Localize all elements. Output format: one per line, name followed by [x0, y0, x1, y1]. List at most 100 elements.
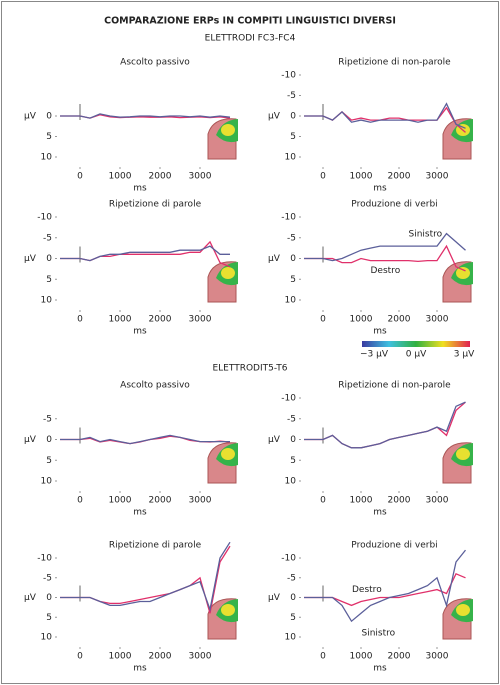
y-tick-label: -5 — [43, 233, 52, 243]
waveform — [60, 434, 230, 445]
y-tick-label: 5 — [46, 613, 52, 623]
y-tick-label: 10 — [41, 296, 53, 306]
x-tick-label: 1000 — [109, 496, 132, 506]
x-tick-label: 1000 — [350, 172, 373, 182]
y-tick-label: 10 — [285, 296, 297, 306]
y-tick-label: 10 — [285, 153, 297, 163]
y-tick-label: -10 — [281, 394, 296, 404]
head-map — [221, 124, 235, 136]
waveform — [60, 541, 231, 612]
x-tick-label: 0 — [320, 172, 326, 182]
x-tick-label: 3000 — [189, 172, 212, 182]
x-tick-label: 0 — [320, 496, 326, 506]
y-tick-label: 0 — [46, 593, 52, 603]
chart-title: Ripetizione di non-parole — [338, 58, 451, 68]
y-tick-label: -5 — [287, 573, 296, 583]
y-tick-label: 0 — [46, 254, 52, 264]
head-map — [456, 267, 470, 279]
chart-title: Ascolto passivo — [120, 58, 190, 68]
y-axis-label: μV — [24, 254, 37, 264]
y-axis-label: μV — [24, 593, 37, 603]
x-axis-label: ms — [133, 664, 147, 674]
x-axis-label: ms — [373, 508, 387, 518]
x-tick-label: 0 — [77, 652, 83, 662]
y-tick-label: 10 — [41, 633, 53, 643]
x-tick-label: 0 — [320, 315, 326, 325]
x-tick-label: 0 — [77, 315, 83, 325]
x-tick-label: 0 — [77, 172, 83, 182]
x-tick-label: 2000 — [388, 315, 411, 325]
x-tick-label: 2000 — [149, 496, 172, 506]
waveform — [60, 113, 231, 119]
waveform — [304, 244, 466, 272]
x-axis-label: ms — [133, 508, 147, 518]
chart-title: Produzione di verbi — [351, 200, 437, 210]
x-tick-label: 2000 — [149, 652, 172, 662]
x-tick-label: 2000 — [149, 172, 172, 182]
x-tick-label: 1000 — [350, 315, 373, 325]
chart-title: Ascolto passivo — [120, 381, 190, 391]
waveform — [304, 549, 467, 623]
waveform — [304, 102, 466, 129]
x-tick-label: 1000 — [109, 652, 132, 662]
y-axis-label: μV — [268, 435, 281, 445]
scale-label: 3 μV — [454, 350, 475, 360]
scale-label: 0 μV — [406, 350, 427, 360]
chart-title: Ripetizione di parole — [109, 200, 202, 210]
y-tick-label: 5 — [290, 132, 296, 142]
y-tick-label: 5 — [290, 456, 296, 466]
scale-label: −3 μV — [360, 350, 389, 360]
y-tick-label: -5 — [43, 573, 52, 583]
y-tick-label: 0 — [290, 254, 296, 264]
chart-title: Ripetizione di non-parole — [338, 381, 451, 391]
y-tick-label: 5 — [290, 275, 296, 285]
x-tick-label: 2000 — [388, 652, 411, 662]
y-axis-label: μV — [268, 593, 281, 603]
y-tick-label: 5 — [46, 275, 52, 285]
y-tick-label: 5 — [46, 456, 52, 466]
x-axis-label: ms — [373, 327, 387, 337]
waveform — [304, 401, 466, 449]
x-tick-label: 3000 — [426, 315, 449, 325]
series-label: Destro — [371, 266, 401, 276]
y-tick-label: -5 — [287, 414, 296, 424]
y-tick-label: 5 — [46, 132, 52, 142]
y-tick-label: 10 — [41, 153, 53, 163]
x-axis-label: ms — [133, 327, 147, 337]
color-scale — [362, 341, 470, 347]
waveform — [60, 240, 231, 268]
y-tick-label: -5 — [287, 233, 296, 243]
y-axis-label: μV — [24, 435, 37, 445]
y-tick-label: 0 — [46, 112, 52, 122]
x-axis-label: ms — [373, 184, 387, 194]
series-label: Destro — [352, 585, 382, 595]
y-tick-label: 0 — [290, 593, 296, 603]
waveform — [60, 245, 230, 262]
chart-title: Produzione di verbi — [351, 541, 437, 551]
series-label: Sinistro — [362, 629, 396, 639]
section-title: ELETTRODIT5-T6 — [212, 364, 287, 374]
y-axis-label: μV — [268, 254, 281, 264]
waveform — [60, 545, 231, 614]
y-tick-label: 0 — [46, 435, 52, 445]
y-tick-label: -10 — [37, 554, 52, 564]
x-tick-label: 3000 — [189, 652, 212, 662]
waveform — [304, 232, 466, 262]
y-tick-label: 0 — [290, 112, 296, 122]
x-tick-label: 1000 — [109, 315, 132, 325]
head-map — [221, 267, 235, 279]
x-tick-label: 3000 — [426, 652, 449, 662]
head-map — [221, 604, 235, 616]
y-tick-label: -5 — [43, 414, 52, 424]
chart-title: Ripetizione di parole — [109, 541, 202, 551]
y-tick-label: 10 — [285, 477, 297, 487]
section-title: ELETTRODI FC3-FC4 — [205, 34, 296, 44]
x-tick-label: 2000 — [388, 172, 411, 182]
x-tick-label: 1000 — [350, 496, 373, 506]
x-tick-label: 3000 — [189, 496, 212, 506]
x-tick-label: 2000 — [388, 496, 411, 506]
x-tick-label: 0 — [77, 496, 83, 506]
x-tick-label: 0 — [320, 652, 326, 662]
